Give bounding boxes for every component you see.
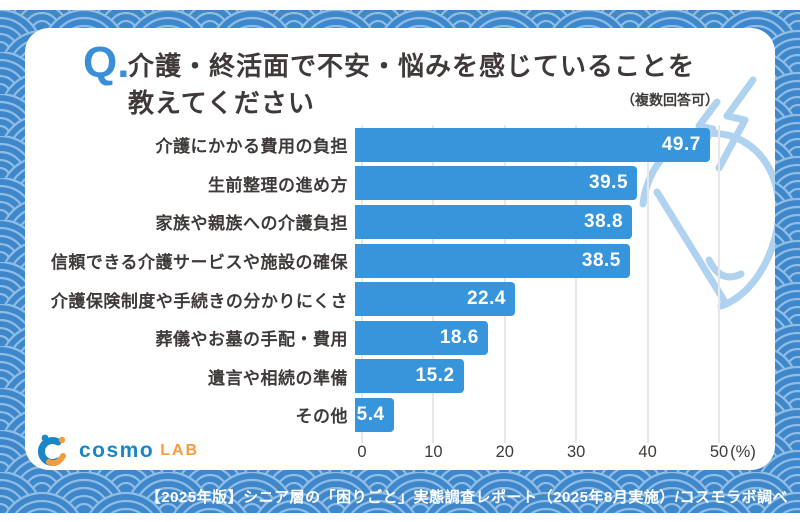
bar-track: 49.7 (355, 127, 712, 162)
bar-category-label: 介護にかかる費用の負担 (155, 137, 348, 157)
bar-value-label: 18.6 (439, 326, 479, 348)
bar: 15.2 (355, 359, 464, 394)
logo-suffix-text: LAB (160, 442, 200, 459)
content-card: Q. 介護・終活面で不安・悩みを感じていることを 教えてください （複数回答可）… (25, 28, 775, 470)
survey-source-caption: 【2025年版】シニア層の「困りごと」実態調査レポート（2025年8月実施）/コ… (145, 489, 788, 506)
bar-category-label: 葬儀やお墓の手配・費用 (155, 330, 348, 350)
bar-row: 介護保険制度や手続きの分かりにくさ 22.4 (25, 280, 719, 319)
bar-category-label: 介護保険制度や手続きの分かりにくさ (50, 291, 348, 311)
bar-track: 38.5 (355, 243, 712, 278)
bar-value-label: 15.2 (415, 365, 455, 387)
bar: 22.4 (355, 282, 515, 317)
page-title: 介護・終活面で不安・悩みを感じていることを 教えてください (128, 48, 695, 122)
bar-category-label: 家族や親族への介護負担 (155, 214, 348, 234)
cosmo-lab-logo-icon (38, 434, 66, 467)
ear-curve (705, 256, 745, 281)
bar: 38.5 (355, 243, 630, 278)
multiple-answers-note: （複数回答可） (621, 92, 719, 108)
x-tick-label: 10 (424, 443, 443, 461)
x-tick-label: 20 (495, 443, 514, 461)
title-line-2: 教えてください (128, 88, 315, 118)
bar-track: 18.6 (355, 320, 712, 355)
bar-row: 生前整理の進め方 39.5 (25, 164, 719, 203)
x-tick-label: 0 (357, 443, 367, 461)
bar: 38.8 (355, 204, 633, 239)
x-axis-unit: (%) (730, 443, 756, 461)
bar-category-label: 遺言や相続の準備 (208, 368, 348, 388)
bar-row: 葬儀やお墓の手配・費用 18.6 (25, 318, 719, 357)
title-line-1: 介護・終活面で不安・悩みを感じていることを (128, 51, 696, 81)
bar-value-label: 49.7 (661, 133, 701, 155)
x-tick-label: 40 (638, 443, 657, 461)
bar-category-label: その他 (295, 407, 348, 427)
bar-value-label: 22.4 (466, 288, 506, 310)
bar-track: 38.8 (355, 204, 712, 239)
bar: 5.4 (355, 397, 394, 432)
bar-value-label: 38.5 (581, 249, 621, 271)
x-tick-label: 50 (709, 443, 729, 461)
bar-row: 信頼できる介護サービスや施設の確保 38.5 (25, 241, 719, 280)
grid-line (718, 125, 720, 443)
grid-line (575, 125, 578, 443)
jaw-line (653, 188, 729, 306)
x-tick-label: 30 (567, 443, 586, 461)
bar-category-label: 生前整理の進め方 (208, 175, 348, 195)
cosmo-lab-logo: cosmo LAB (31, 432, 199, 470)
question-mark-label: Q. (83, 38, 130, 87)
logo-brand-text: cosmo (79, 439, 155, 462)
grid-line (646, 125, 649, 443)
bar-track: 15.2 (355, 359, 712, 394)
bar-track: 22.4 (355, 282, 712, 317)
stress-bolt-large-icon (715, 76, 757, 172)
bar: 39.5 (355, 166, 638, 201)
bar-value-label: 38.8 (584, 210, 624, 232)
bar-row: 家族や親族への介護負担 38.8 (25, 203, 719, 242)
bar-row: 介護にかかる費用の負担 49.7 (25, 126, 719, 165)
bar: 49.7 (355, 127, 710, 162)
bar-row: 遺言や相続の準備 15.2 (25, 357, 719, 396)
bar-category-label: 信頼できる介護サービスや施設の確保 (50, 253, 348, 273)
bar-track: 5.4 (355, 397, 712, 432)
bar-track: 39.5 (355, 166, 712, 201)
bar-value-label: 39.5 (589, 172, 629, 194)
bar-row: その他 5.4 (25, 396, 719, 435)
bar-value-label: 5.4 (356, 403, 385, 425)
bar-rows: 介護にかかる費用の負担 49.7 生前整理の進め方 39.5 家族や親族への介護負担 38… (25, 126, 719, 435)
x-axis: 0 10 20 30 40 50 (%) (357, 443, 755, 465)
bar: 18.6 (355, 320, 488, 355)
